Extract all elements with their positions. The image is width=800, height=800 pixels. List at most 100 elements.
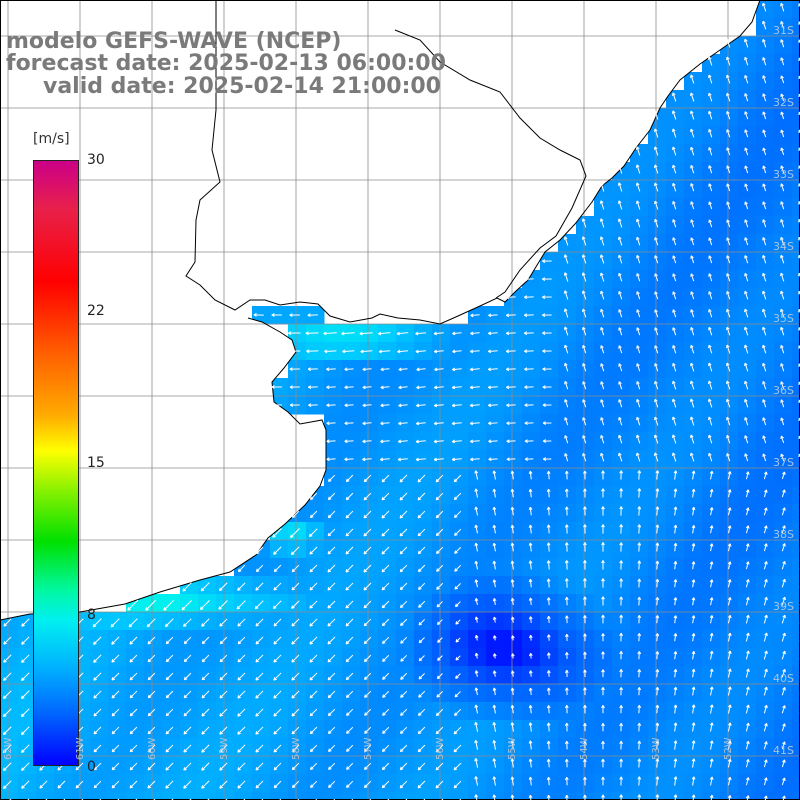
lon-label: 55W bbox=[507, 737, 518, 760]
wind-arrow bbox=[690, 237, 695, 246]
wind-arrow bbox=[762, 308, 767, 318]
wind-arrow bbox=[451, 421, 462, 426]
wind-cell bbox=[0, 792, 19, 800]
wind-arrow bbox=[726, 290, 731, 300]
lat-label: 39S bbox=[773, 600, 794, 613]
wind-arrow bbox=[564, 399, 569, 408]
wind-arrow bbox=[581, 254, 587, 264]
wind-arrow bbox=[672, 398, 677, 408]
lon-label: 53W bbox=[651, 737, 662, 760]
wind-arrow bbox=[523, 313, 534, 318]
wind-arrow bbox=[744, 183, 749, 192]
wind-arrow bbox=[344, 385, 354, 390]
wind-arrow bbox=[762, 272, 767, 282]
wind-arrow bbox=[378, 331, 391, 336]
wind-arrow bbox=[762, 147, 767, 156]
wind-cell bbox=[252, 792, 271, 800]
wind-cell bbox=[792, 612, 800, 631]
wind-arrow bbox=[542, 385, 552, 389]
wind-arrow bbox=[672, 201, 677, 210]
wind-cell bbox=[162, 792, 181, 800]
wind-arrow bbox=[726, 237, 731, 246]
wind-arrow bbox=[671, 110, 677, 120]
wind-arrow bbox=[470, 349, 480, 354]
wind-arrow bbox=[708, 219, 713, 228]
wind-arrow bbox=[690, 344, 695, 354]
wind-cell bbox=[36, 792, 55, 800]
wind-arrow bbox=[360, 349, 373, 354]
wind-arrow bbox=[433, 421, 444, 426]
wind-arrow bbox=[524, 403, 534, 408]
wind-arrow bbox=[744, 362, 749, 372]
wind-arrow bbox=[690, 164, 695, 174]
wind-arrow bbox=[452, 367, 462, 372]
wind-arrow bbox=[564, 380, 569, 390]
wind-arrow bbox=[654, 416, 659, 426]
wind-arrow bbox=[708, 273, 713, 282]
wind-cell bbox=[792, 774, 800, 793]
wind-arrow bbox=[600, 345, 605, 354]
wind-arrow bbox=[726, 273, 731, 282]
wind-arrow bbox=[362, 367, 372, 372]
wind-arrow bbox=[469, 403, 480, 408]
wind-arrow bbox=[780, 399, 785, 408]
wind-cell bbox=[792, 396, 800, 415]
wind-arrow bbox=[487, 349, 498, 354]
wind-arrow bbox=[271, 403, 282, 407]
wind-arrow bbox=[707, 56, 713, 66]
wind-arrow bbox=[744, 93, 749, 102]
wind-arrow bbox=[780, 75, 785, 84]
wind-cell bbox=[792, 108, 800, 127]
wind-arrow bbox=[487, 367, 498, 372]
wind-arrow bbox=[780, 236, 785, 246]
wind-arrow bbox=[762, 219, 767, 228]
wind-arrow bbox=[636, 236, 641, 246]
wind-cell bbox=[288, 792, 307, 800]
wind-cell bbox=[774, 792, 793, 800]
wind-arrow bbox=[415, 421, 426, 426]
wind-arrow bbox=[563, 236, 569, 246]
wind-cell bbox=[792, 576, 800, 595]
colorbar bbox=[33, 160, 79, 766]
wind-arrow bbox=[690, 291, 695, 300]
wind-cell bbox=[18, 792, 37, 800]
wind-arrow bbox=[416, 367, 426, 372]
wind-cell bbox=[792, 486, 800, 505]
wind-arrow bbox=[582, 399, 587, 408]
wind-cell bbox=[792, 504, 800, 523]
wind-arrow bbox=[582, 326, 587, 336]
wind-arrow bbox=[780, 21, 785, 30]
wind-arrow bbox=[600, 363, 605, 372]
wind-arrow bbox=[672, 273, 677, 282]
lat-label: 35S bbox=[773, 312, 794, 325]
wind-arrow bbox=[744, 111, 749, 120]
wind-arrow bbox=[582, 381, 587, 390]
wind-arrow bbox=[653, 164, 659, 174]
wind-arrow bbox=[398, 367, 408, 372]
wind-arrow bbox=[524, 367, 534, 372]
wind-arrow bbox=[708, 201, 713, 210]
wind-arrow bbox=[326, 367, 336, 372]
wind-arrow bbox=[289, 385, 300, 389]
wind-arrow bbox=[506, 421, 516, 426]
wind-arrow bbox=[654, 255, 659, 264]
wind-arrow bbox=[672, 362, 677, 372]
wind-arrow bbox=[744, 237, 749, 246]
wind-arrow bbox=[564, 344, 569, 354]
wind-arrow bbox=[308, 385, 318, 390]
wind-arrow bbox=[398, 385, 408, 390]
wind-arrow bbox=[506, 385, 516, 390]
wind-arrow bbox=[524, 295, 534, 300]
wind-arrow bbox=[780, 57, 785, 66]
wind-arrow bbox=[380, 421, 390, 426]
wind-arrow bbox=[618, 363, 623, 372]
wind-arrow bbox=[542, 277, 552, 281]
wind-cell bbox=[792, 648, 800, 667]
lon-label: 62W bbox=[3, 737, 14, 760]
wind-arrow bbox=[762, 111, 767, 120]
wind-cell bbox=[792, 270, 800, 289]
wind-cell bbox=[324, 792, 343, 800]
wind-cell bbox=[792, 342, 800, 361]
